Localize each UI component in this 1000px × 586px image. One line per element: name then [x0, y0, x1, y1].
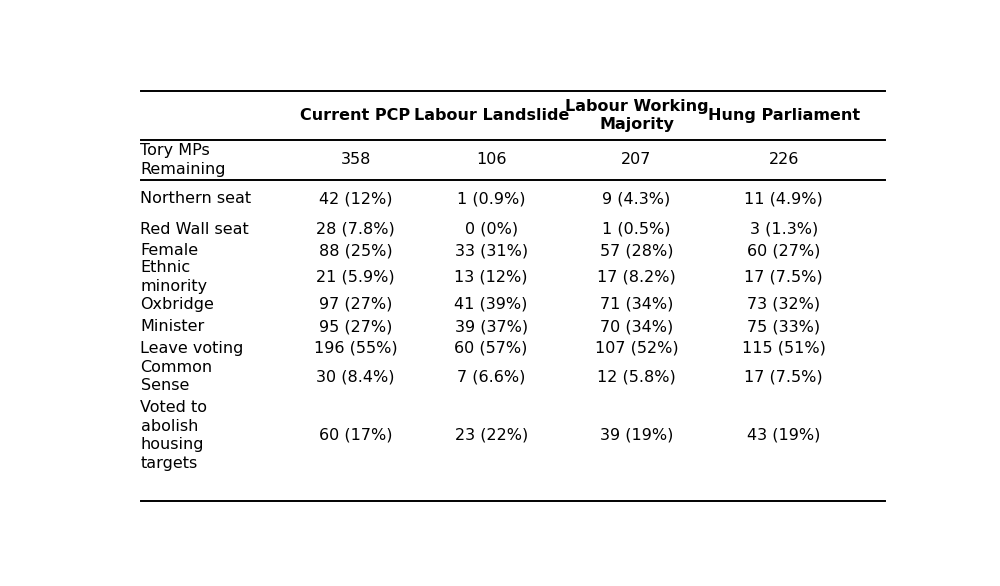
Text: 71 (34%): 71 (34%) — [600, 297, 673, 312]
Text: 30 (8.4%): 30 (8.4%) — [316, 369, 395, 384]
Text: 60 (17%): 60 (17%) — [319, 428, 392, 443]
Text: Common
Sense: Common Sense — [140, 360, 213, 393]
Text: 115 (51%): 115 (51%) — [742, 341, 826, 356]
Text: Current PCP: Current PCP — [300, 108, 411, 123]
Text: Leave voting: Leave voting — [140, 341, 244, 356]
Text: 3 (1.3%): 3 (1.3%) — [750, 222, 818, 237]
Text: Northern seat: Northern seat — [140, 192, 252, 206]
Text: 57 (28%): 57 (28%) — [600, 243, 673, 258]
Text: Voted to
abolish
housing
targets: Voted to abolish housing targets — [140, 400, 208, 471]
Text: 88 (25%): 88 (25%) — [319, 243, 392, 258]
Text: Ethnic
minority: Ethnic minority — [140, 260, 208, 294]
Text: 13 (12%): 13 (12%) — [454, 270, 528, 284]
Text: Labour Landslide: Labour Landslide — [414, 108, 569, 123]
Text: Tory MPs
Remaining: Tory MPs Remaining — [140, 143, 226, 177]
Text: 358: 358 — [340, 152, 371, 168]
Text: Labour Working
Majority: Labour Working Majority — [565, 98, 708, 132]
Text: 196 (55%): 196 (55%) — [314, 341, 397, 356]
Text: 23 (22%): 23 (22%) — [455, 428, 528, 443]
Text: 12 (5.8%): 12 (5.8%) — [597, 369, 676, 384]
Text: 9 (4.3%): 9 (4.3%) — [602, 192, 671, 206]
Text: 7 (6.6%): 7 (6.6%) — [457, 369, 525, 384]
Text: 97 (27%): 97 (27%) — [319, 297, 392, 312]
Text: 1 (0.5%): 1 (0.5%) — [602, 222, 671, 237]
Text: Minister: Minister — [140, 319, 205, 334]
Text: 17 (7.5%): 17 (7.5%) — [744, 270, 823, 284]
Text: 11 (4.9%): 11 (4.9%) — [744, 192, 823, 206]
Text: 1 (0.9%): 1 (0.9%) — [457, 192, 525, 206]
Text: 95 (27%): 95 (27%) — [319, 319, 392, 334]
Text: 75 (33%): 75 (33%) — [747, 319, 820, 334]
Text: Red Wall seat: Red Wall seat — [140, 222, 249, 237]
Text: 39 (19%): 39 (19%) — [600, 428, 673, 443]
Text: 17 (8.2%): 17 (8.2%) — [597, 270, 676, 284]
Text: 60 (57%): 60 (57%) — [454, 341, 528, 356]
Text: 33 (31%): 33 (31%) — [455, 243, 528, 258]
Text: 73 (32%): 73 (32%) — [747, 297, 820, 312]
Text: Oxbridge: Oxbridge — [140, 297, 214, 312]
Text: 17 (7.5%): 17 (7.5%) — [744, 369, 823, 384]
Text: 106: 106 — [476, 152, 506, 168]
Text: 207: 207 — [621, 152, 652, 168]
Text: 0 (0%): 0 (0%) — [465, 222, 518, 237]
Text: 43 (19%): 43 (19%) — [747, 428, 820, 443]
Text: 39 (37%): 39 (37%) — [455, 319, 528, 334]
Text: 42 (12%): 42 (12%) — [319, 192, 392, 206]
Text: Female: Female — [140, 243, 199, 258]
Text: 60 (27%): 60 (27%) — [747, 243, 820, 258]
Text: 107 (52%): 107 (52%) — [595, 341, 678, 356]
Text: 41 (39%): 41 (39%) — [454, 297, 528, 312]
Text: 70 (34%): 70 (34%) — [600, 319, 673, 334]
Text: 226: 226 — [769, 152, 799, 168]
Text: 28 (7.8%): 28 (7.8%) — [316, 222, 395, 237]
Text: Hung Parliament: Hung Parliament — [708, 108, 860, 123]
Text: 21 (5.9%): 21 (5.9%) — [316, 270, 395, 284]
